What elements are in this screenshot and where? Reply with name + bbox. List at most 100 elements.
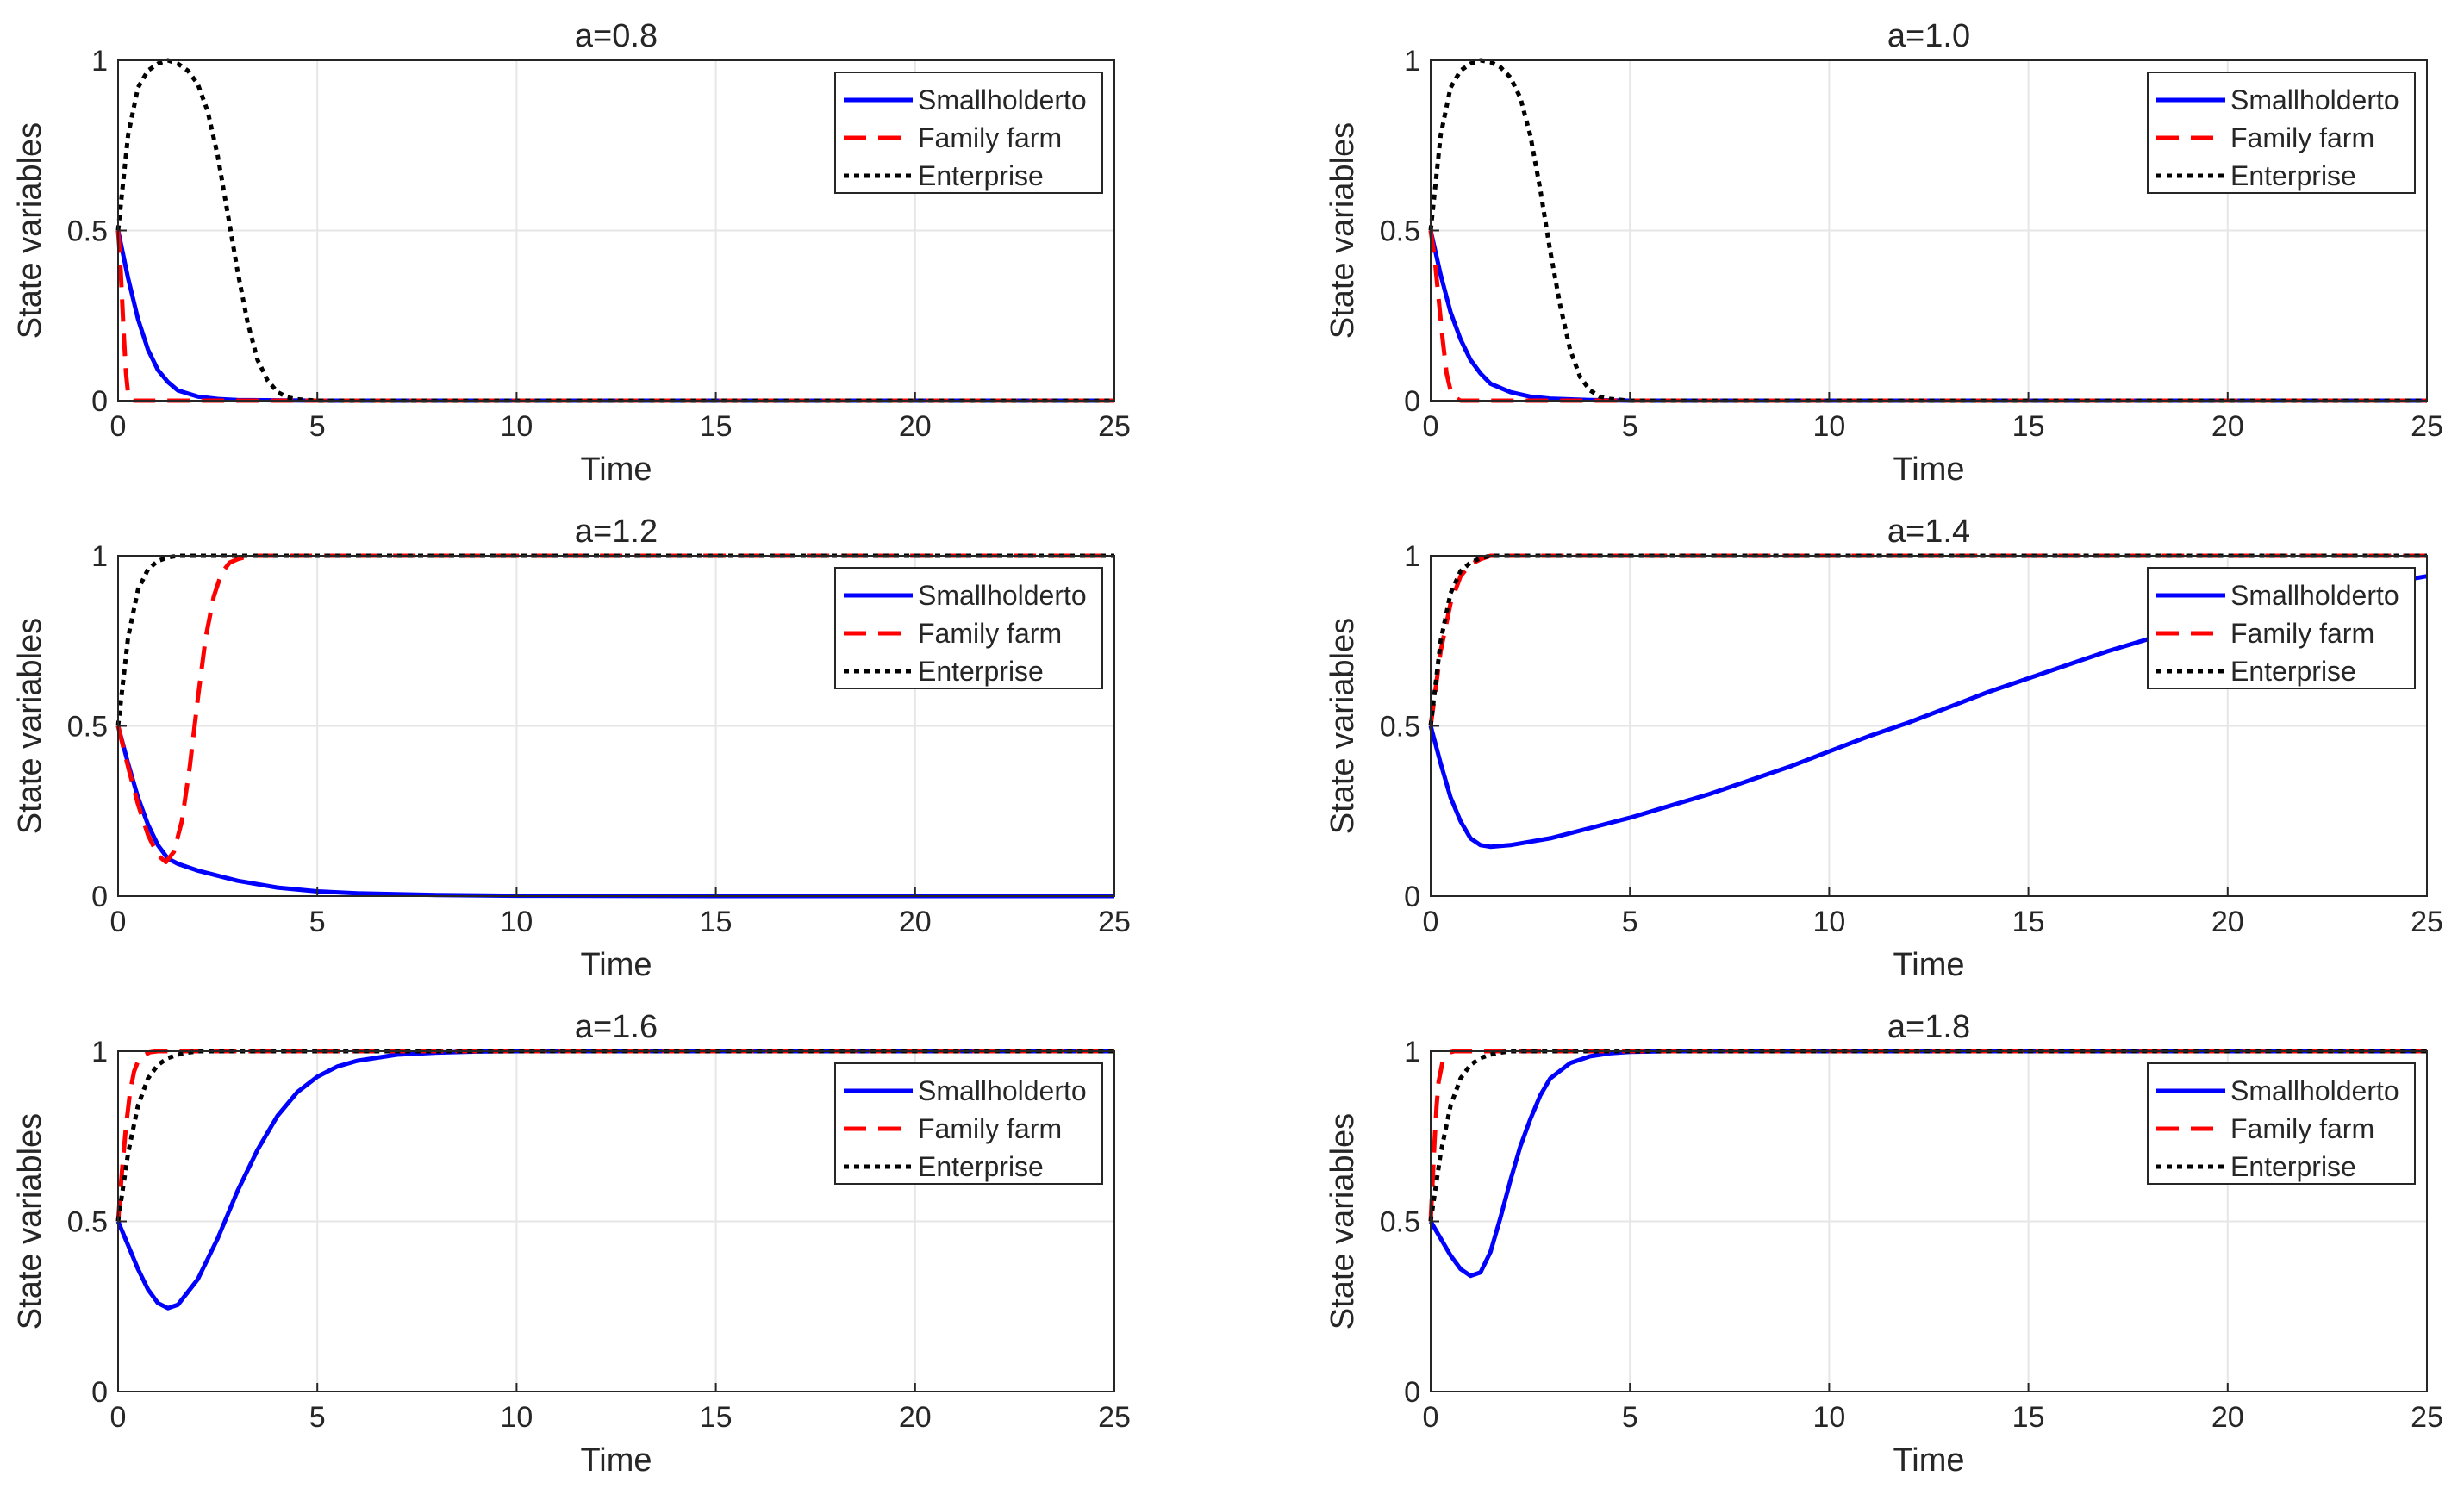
legend-entry: Smallholderto [2230,580,2399,611]
subplot-title: a=1.0 [1887,18,1970,54]
x-tick-label: 0 [110,410,127,443]
y-tick-label: 0 [1404,385,1420,418]
x-tick-label: 0 [1423,1401,1439,1434]
y-tick-label: 0 [1404,881,1420,913]
subplot-title: a=1.4 [1887,514,1970,550]
y-tick-label: 0.5 [67,1206,108,1239]
x-tick-label: 10 [1812,410,1845,443]
y-tick-label: 0.5 [1380,711,1420,744]
x-tick-label: 15 [700,1401,733,1434]
x-tick-label: 10 [1812,1401,1845,1434]
y-axis-label: State variables [1325,618,1361,834]
x-axis-label: Time [580,1442,652,1479]
x-tick-label: 0 [110,906,127,938]
legend-entry: Smallholderto [918,1075,1087,1106]
legend: Smallholderto Family farm Enterprise [2147,72,2416,194]
x-tick-label: 15 [2012,1401,2045,1434]
legend-entry: Enterprise [2230,160,2356,191]
subplot-4: 0 5 10 15 20 25 0 0.5 1 a=1.4 Time State variables S… [1325,514,2443,983]
x-tick-label: 5 [309,906,326,938]
x-tick-label: 20 [2211,1401,2244,1434]
y-tick-label: 0 [91,385,108,418]
y-tick-label: 0.5 [67,711,108,744]
x-tick-label: 25 [1098,906,1131,938]
subplot-title: a=1.6 [575,1009,658,1045]
y-tick-label: 1 [91,1036,108,1068]
x-tick-label: 15 [700,410,733,443]
legend-entry: Family farm [2230,1113,2374,1144]
x-tick-label: 25 [2411,906,2443,938]
x-tick-label: 0 [110,1401,127,1434]
y-axis-label: State variables [1325,122,1361,339]
legend-entry: Smallholderto [2230,84,2399,115]
x-tick-label: 20 [899,410,932,443]
x-tick-label: 5 [1622,906,1638,938]
y-tick-label: 1 [1404,540,1420,573]
y-tick-label: 0 [1404,1376,1420,1409]
legend-entry: Enterprise [2230,656,2356,687]
subplot-1: 0 5 10 15 20 25 0 0.5 1 a=0.8 Time State variables S… [12,18,1131,488]
y-tick-label: 0 [91,881,108,913]
x-tick-label: 5 [1622,410,1638,443]
subplot-title: a=0.8 [575,18,658,54]
x-tick-label: 20 [899,1401,932,1434]
subplot-title: a=1.8 [1887,1009,1970,1045]
x-tick-label: 20 [2211,410,2244,443]
legend: Smallholderto Family farm Enterprise [834,1062,1103,1185]
x-tick-label: 15 [700,906,733,938]
subplot-5: 0 5 10 15 20 25 0 0.5 1 a=1.6 Time State variables S… [12,1009,1131,1479]
x-tick-label: 5 [309,1401,326,1434]
legend-entry: Enterprise [2230,1151,2356,1182]
x-tick-label: 25 [1098,1401,1131,1434]
legend: Smallholderto Family farm Enterprise [2147,1062,2416,1185]
subplot-2: 0 5 10 15 20 25 0 0.5 1 a=1.0 Time State variables S… [1325,18,2443,488]
y-axis-label: State variables [12,618,48,834]
legend-entry: Family farm [918,122,1062,153]
x-tick-label: 15 [2012,906,2045,938]
y-tick-label: 0.5 [67,215,108,248]
x-tick-label: 25 [2411,410,2443,443]
x-tick-label: 20 [2211,906,2244,938]
x-tick-label: 10 [500,1401,533,1434]
subplot-3: 0 5 10 15 20 25 0 0.5 1 a=1.2 Time State variables S… [12,514,1131,983]
y-tick-label: 0.5 [1380,215,1420,248]
y-axis-label: State variables [12,1113,48,1330]
y-tick-label: 1 [91,540,108,573]
legend-entry: Smallholderto [2230,1075,2399,1106]
legend: Smallholderto Family farm Enterprise [834,567,1103,689]
y-tick-label: 0 [91,1376,108,1409]
x-tick-label: 10 [500,906,533,938]
x-tick-label: 10 [1812,906,1845,938]
x-tick-label: 15 [2012,410,2045,443]
legend-entry: Smallholderto [918,84,1087,115]
legend-entry: Enterprise [918,1151,1044,1182]
y-axis-label: State variables [1325,1113,1361,1330]
series-line-family-farm [1428,1049,2427,1222]
series-line-family-farm [115,553,1114,864]
y-tick-label: 0.5 [1380,1206,1420,1239]
x-tick-label: 0 [1423,906,1439,938]
x-tick-label: 0 [1423,410,1439,443]
y-tick-label: 1 [1404,1036,1420,1068]
legend-entry: Family farm [918,618,1062,649]
subplot-6: 0 5 10 15 20 25 0 0.5 1 a=1.8 Time State variables S… [1325,1009,2443,1479]
legend: Smallholderto Family farm Enterprise [834,72,1103,194]
legend-entry: Family farm [2230,618,2374,649]
legend-entry: Enterprise [918,160,1044,191]
y-tick-label: 1 [1404,45,1420,78]
x-axis-label: Time [1893,947,1964,983]
legend-box [834,1062,1103,1185]
legend-box [2147,1062,2416,1185]
series-line-family-farm [115,230,1114,403]
x-tick-label: 25 [1098,410,1131,443]
legend-box [2147,72,2416,194]
legend-entry: Smallholderto [918,580,1087,611]
x-tick-label: 5 [1622,1401,1638,1434]
legend: Smallholderto Family farm Enterprise [2147,567,2416,689]
legend-box [2147,567,2416,689]
x-axis-label: Time [580,451,652,488]
legend-entry: Enterprise [918,656,1044,687]
x-tick-label: 20 [899,906,932,938]
y-axis-label: State variables [12,122,48,339]
